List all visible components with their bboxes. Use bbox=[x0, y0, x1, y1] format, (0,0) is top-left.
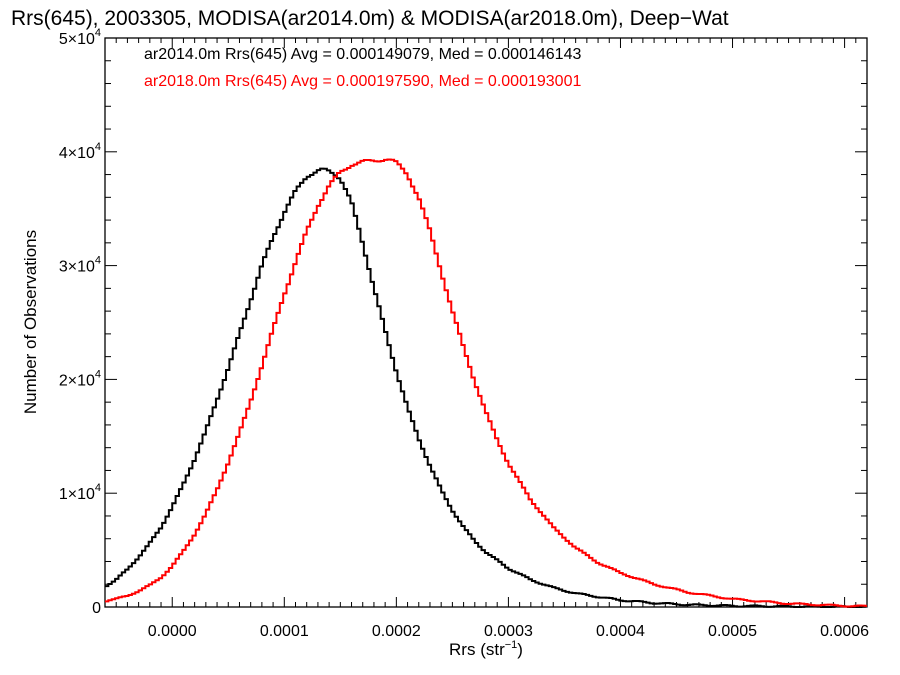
y-tick-label: 0 bbox=[92, 600, 101, 617]
x-tick-label: 0.0000 bbox=[148, 623, 197, 640]
x-tick-label: 0.0003 bbox=[484, 623, 533, 640]
axis-ticks bbox=[105, 37, 868, 608]
x-axis-label: Rrs (str−1) bbox=[449, 639, 523, 659]
y-axis-label: Number of Observations bbox=[21, 230, 40, 414]
y-tick-label: 1×104 bbox=[59, 482, 101, 503]
x-tick-label: 0.0006 bbox=[820, 623, 869, 640]
x-tick-label: 0.0001 bbox=[260, 623, 309, 640]
x-axis-label-main: Rrs (str bbox=[449, 640, 505, 659]
series-line-ar2014 bbox=[105, 167, 867, 608]
tick-labels: 0.0000 0.0001 0.0002 0.0003 0.0004 0.0005 0.00… bbox=[59, 27, 869, 640]
x-tick-label: 0.0002 bbox=[372, 623, 421, 640]
series-lines bbox=[105, 158, 867, 608]
legend-entry-ar2018: ar2018.0m Rrs(645) Avg = 0.000197590, Me… bbox=[144, 73, 581, 90]
series-line-ar2018 bbox=[105, 158, 867, 608]
y-tick-label: 5×104 bbox=[59, 27, 101, 48]
y-tick-label: 2×104 bbox=[59, 368, 101, 389]
y-tick-label: 4×104 bbox=[59, 141, 101, 162]
legend-entry-ar2014: ar2014.0m Rrs(645) Avg = 0.000149079, Me… bbox=[144, 46, 581, 63]
x-tick-label: 0.0005 bbox=[708, 623, 757, 640]
y-tick-label: 3×104 bbox=[59, 255, 101, 276]
x-axis-label-superscript: −1 bbox=[505, 639, 518, 651]
legend: ar2014.0m Rrs(645) Avg = 0.000149079, Me… bbox=[144, 46, 581, 90]
chart-title: Rrs(645), 2003305, MODISA(ar2014.0m) & M… bbox=[11, 7, 729, 30]
x-tick-label: 0.0004 bbox=[596, 623, 645, 640]
